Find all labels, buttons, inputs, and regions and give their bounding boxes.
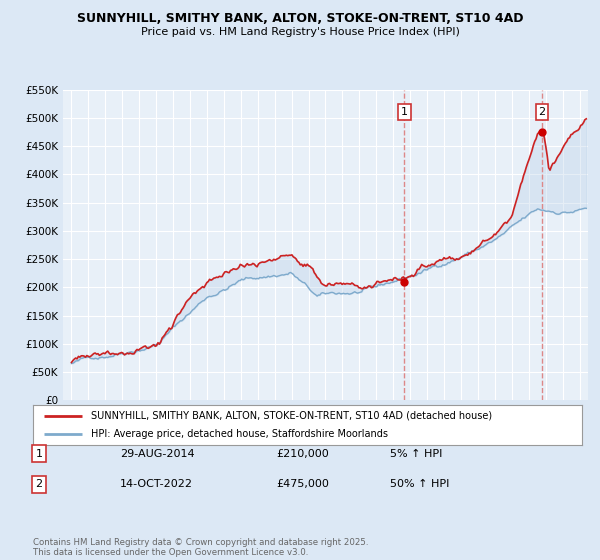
- Text: SUNNYHILL, SMITHY BANK, ALTON, STOKE-ON-TRENT, ST10 4AD: SUNNYHILL, SMITHY BANK, ALTON, STOKE-ON-…: [77, 12, 523, 25]
- Text: 29-AUG-2014: 29-AUG-2014: [120, 449, 194, 459]
- Text: 1: 1: [35, 449, 43, 459]
- Text: SUNNYHILL, SMITHY BANK, ALTON, STOKE-ON-TRENT, ST10 4AD (detached house): SUNNYHILL, SMITHY BANK, ALTON, STOKE-ON-…: [91, 411, 492, 421]
- Text: 2: 2: [35, 479, 43, 489]
- Text: 2: 2: [539, 107, 545, 117]
- Text: 50% ↑ HPI: 50% ↑ HPI: [390, 479, 449, 489]
- Text: 1: 1: [401, 107, 408, 117]
- Text: 14-OCT-2022: 14-OCT-2022: [120, 479, 193, 489]
- Text: Contains HM Land Registry data © Crown copyright and database right 2025.
This d: Contains HM Land Registry data © Crown c…: [33, 538, 368, 557]
- Text: £475,000: £475,000: [276, 479, 329, 489]
- Text: Price paid vs. HM Land Registry's House Price Index (HPI): Price paid vs. HM Land Registry's House …: [140, 27, 460, 37]
- Text: 5% ↑ HPI: 5% ↑ HPI: [390, 449, 442, 459]
- Text: HPI: Average price, detached house, Staffordshire Moorlands: HPI: Average price, detached house, Staf…: [91, 430, 388, 439]
- Text: £210,000: £210,000: [276, 449, 329, 459]
